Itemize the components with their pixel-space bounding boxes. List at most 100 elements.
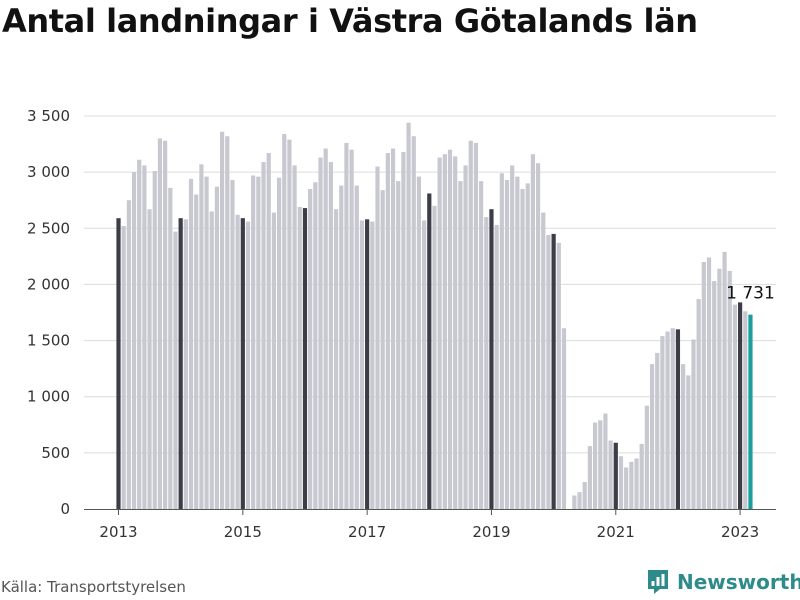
bar	[116, 218, 121, 509]
bar	[660, 336, 665, 509]
bar	[525, 183, 530, 509]
bar	[546, 235, 551, 509]
bar	[220, 131, 225, 509]
y-tick-label: 0	[60, 500, 70, 518]
bar	[323, 148, 328, 509]
y-tick-label: 3 000	[27, 163, 70, 181]
bar	[152, 171, 157, 509]
x-tick-label: 2017	[348, 523, 386, 541]
brand-name: Newsworthy	[677, 570, 800, 594]
bar	[230, 180, 235, 509]
x-tick-label: 2019	[472, 523, 510, 541]
bar	[375, 166, 380, 509]
bar	[535, 163, 541, 509]
bar	[339, 185, 344, 510]
bar	[194, 194, 199, 509]
bar	[178, 218, 183, 509]
y-tick-label: 500	[41, 444, 70, 462]
bar	[142, 165, 147, 510]
bar	[251, 175, 256, 510]
bar	[401, 151, 406, 509]
bar	[453, 156, 458, 509]
bar	[530, 154, 535, 510]
bar	[701, 261, 706, 509]
bar	[318, 157, 323, 509]
bar	[276, 177, 282, 509]
bar	[370, 221, 375, 509]
bar	[147, 209, 152, 509]
bar	[551, 233, 556, 509]
x-tick-label: 2013	[99, 523, 137, 541]
bar	[390, 148, 396, 509]
bar	[328, 162, 333, 509]
bar	[572, 495, 577, 509]
bar	[365, 219, 370, 509]
bar	[463, 165, 468, 510]
bar	[489, 209, 494, 509]
bar	[706, 257, 712, 509]
bar	[577, 492, 582, 509]
bar	[743, 311, 748, 509]
bar	[665, 331, 670, 509]
bar	[308, 188, 313, 509]
bar	[209, 211, 214, 509]
bar	[333, 209, 339, 509]
bar	[126, 200, 131, 509]
bar	[432, 205, 437, 510]
bar	[240, 218, 245, 509]
bar	[137, 159, 142, 509]
bar	[406, 122, 411, 509]
bar	[427, 193, 432, 509]
bar	[287, 139, 292, 509]
bar	[691, 339, 696, 509]
y-tick-label: 2 000	[27, 275, 70, 293]
bar	[670, 328, 675, 509]
y-tick-label: 1 000	[27, 388, 70, 406]
bar	[183, 219, 188, 509]
bar	[722, 251, 727, 509]
bars	[116, 122, 753, 510]
bar	[214, 186, 220, 510]
bar	[613, 442, 618, 509]
bar	[717, 268, 722, 509]
bar	[437, 157, 442, 509]
x-tick-label: 2023	[721, 523, 759, 541]
bar	[292, 165, 297, 510]
bar	[297, 206, 302, 510]
bar	[199, 164, 204, 510]
bar	[494, 224, 499, 509]
bar	[634, 458, 639, 509]
tick-labels: 0 500 1 000 1 500 2 000 2 500 3 000 3 500 2013 20…	[27, 107, 775, 541]
bar	[675, 329, 681, 509]
bar	[479, 181, 484, 509]
bar	[520, 188, 525, 509]
bar	[655, 352, 660, 509]
bar	[266, 153, 271, 509]
bar	[131, 172, 137, 509]
brand[interactable]: Newsworthy	[646, 569, 800, 595]
bar	[587, 446, 592, 509]
bar	[442, 154, 447, 510]
newsworthy-logo-icon	[648, 570, 668, 594]
bar	[582, 482, 587, 509]
bar	[271, 212, 276, 509]
bar	[473, 142, 479, 509]
bar	[499, 173, 504, 509]
bar	[396, 181, 401, 509]
bar	[411, 136, 416, 509]
bar	[302, 208, 308, 509]
bar	[349, 149, 354, 509]
bar	[380, 190, 385, 509]
bar	[649, 364, 655, 509]
bar	[592, 422, 598, 509]
bar	[686, 375, 691, 509]
bar	[618, 456, 624, 509]
bar	[748, 314, 753, 509]
bar	[313, 182, 318, 509]
bar	[359, 220, 365, 509]
x-tick-label: 2021	[597, 523, 635, 541]
source-note: Källa: Transportstyrelsen	[1, 578, 186, 596]
bar	[163, 140, 168, 509]
bar	[344, 142, 349, 509]
bar	[639, 443, 644, 509]
